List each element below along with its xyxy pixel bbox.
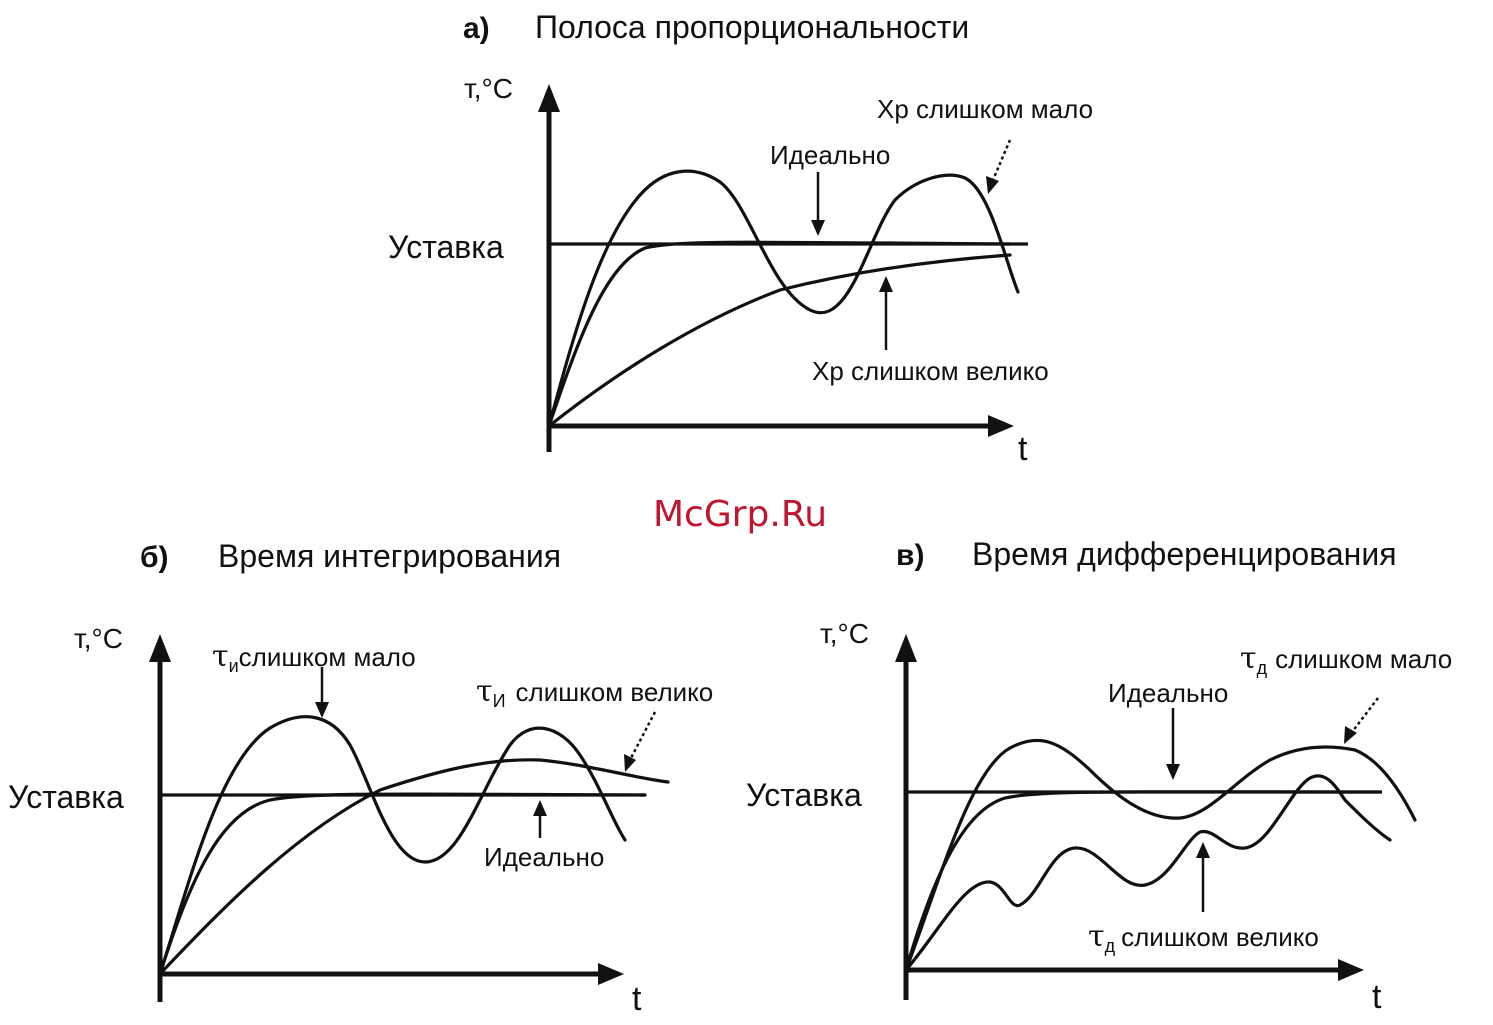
- panel-c-curve-ideal: [904, 790, 1382, 972]
- panel-a-x-axis-label: t: [1018, 430, 1028, 468]
- panel-b-label-too-large: τИ слишком велико: [476, 674, 713, 711]
- panel-b-pointer-too-large: [628, 711, 657, 761]
- panel-c-pointer-ideal-head: [1166, 764, 1180, 780]
- panel-b-label-too-large-text: слишком велико: [516, 677, 714, 707]
- panel-a-pointer-too-small: [991, 139, 1012, 181]
- panel-c-label-too-large-sub: д: [1105, 936, 1116, 956]
- panel-b-curve-too-large: [158, 758, 670, 976]
- panel-c-pointer-too-large-head: [1196, 842, 1210, 858]
- panel-b-label-ideal: Идеально: [484, 842, 604, 872]
- panel-c-label-too-small: τд слишком мало: [1240, 641, 1452, 678]
- panel-a-pointer-too-large-head: [879, 276, 893, 292]
- panel-a-curve-too-large: [547, 253, 1012, 428]
- panel-a-pointer-too-small-head: [986, 176, 999, 194]
- panel-b-label-too-small-symbol: τ: [212, 639, 229, 674]
- panel-b-curve-ideal: [158, 792, 647, 976]
- panel-a-y-axis-arrowhead: [538, 84, 560, 112]
- panel-c-label-too-small-sub: д: [1257, 658, 1268, 678]
- panel-c-label-too-large-symbol: τ: [1088, 919, 1105, 954]
- panel-c-title: Время дифференцирования: [972, 536, 1397, 572]
- panel-c-label-too-large-text: слишком велико: [1121, 922, 1319, 952]
- panel-b-pointer-too-small-head: [315, 702, 329, 718]
- panel-b-curve-too-small: [158, 715, 627, 976]
- panel-a: а) Полоса пропорциональности т,°С t Уста…: [388, 9, 1093, 468]
- panel-c-pointer-too-small-head: [1344, 726, 1357, 744]
- panel-c-label-ideal: Идеально: [1108, 678, 1228, 708]
- panel-c-pointer-too-small: [1351, 697, 1379, 733]
- panel-a-label-too-small: Хр слишком мало: [877, 94, 1093, 124]
- panel-a-pointer-ideal-head: [811, 220, 825, 236]
- panel-c-letter: в): [896, 539, 924, 572]
- panel-a-letter: а): [463, 12, 490, 45]
- panel-b-title: Время интегрирования: [218, 538, 561, 574]
- panel-c: в) Время дифференцирования т,°С t Уставк…: [746, 536, 1452, 1016]
- panel-b-label-too-small: τислишком мало: [212, 639, 416, 676]
- panel-c-setpoint-label: Уставка: [746, 777, 862, 813]
- panel-b: б) Время интегрирования т,°С t Уставка τ…: [8, 538, 713, 1018]
- panel-b-y-axis-label: т,°С: [74, 623, 123, 654]
- panel-b-label-too-small-text: слишком мало: [239, 642, 416, 672]
- panel-b-label-too-large-sub: И: [493, 691, 506, 711]
- watermark-text: McGrp.Ru: [653, 494, 827, 535]
- panel-c-x-axis-arrowhead: [1338, 959, 1364, 981]
- panel-a-x-axis-arrowhead: [988, 415, 1014, 437]
- panel-c-label-too-large: τд слишком велико: [1088, 919, 1319, 956]
- panel-c-y-axis-arrowhead: [895, 634, 917, 662]
- panel-c-curve-too-large: [904, 774, 1392, 972]
- panel-c-y-axis-label: т,°С: [820, 618, 869, 649]
- panel-b-y-axis-arrowhead: [149, 634, 171, 662]
- panel-c-label-too-small-symbol: τ: [1240, 641, 1257, 676]
- panel-c-label-too-small-text: слишком мало: [1275, 644, 1452, 674]
- panel-b-label-too-large-symbol: τ: [476, 674, 493, 709]
- panel-a-curve-ideal: [547, 240, 1012, 428]
- panel-b-label-too-small-sub: и: [229, 656, 239, 676]
- panel-b-setpoint-label: Уставка: [8, 779, 124, 815]
- panel-c-curve-too-small: [904, 738, 1417, 972]
- panel-a-label-ideal: Идеально: [770, 140, 890, 170]
- panel-a-y-axis-label: т,°С: [464, 73, 513, 104]
- panel-c-x-axis-label: t: [1372, 978, 1382, 1016]
- panel-b-x-axis-arrowhead: [598, 963, 624, 985]
- panel-a-label-too-large: Хр слишком велико: [812, 356, 1049, 386]
- panel-a-setpoint-label: Уставка: [388, 229, 504, 265]
- panel-b-x-axis-label: t: [632, 980, 642, 1018]
- panel-b-letter: б): [140, 541, 169, 574]
- panel-b-pointer-ideal-head: [533, 800, 547, 816]
- panel-a-curve-too-small: [547, 169, 1020, 428]
- panel-b-pointer-too-large-head: [624, 754, 636, 772]
- panel-a-title: Полоса пропорциональности: [535, 9, 969, 45]
